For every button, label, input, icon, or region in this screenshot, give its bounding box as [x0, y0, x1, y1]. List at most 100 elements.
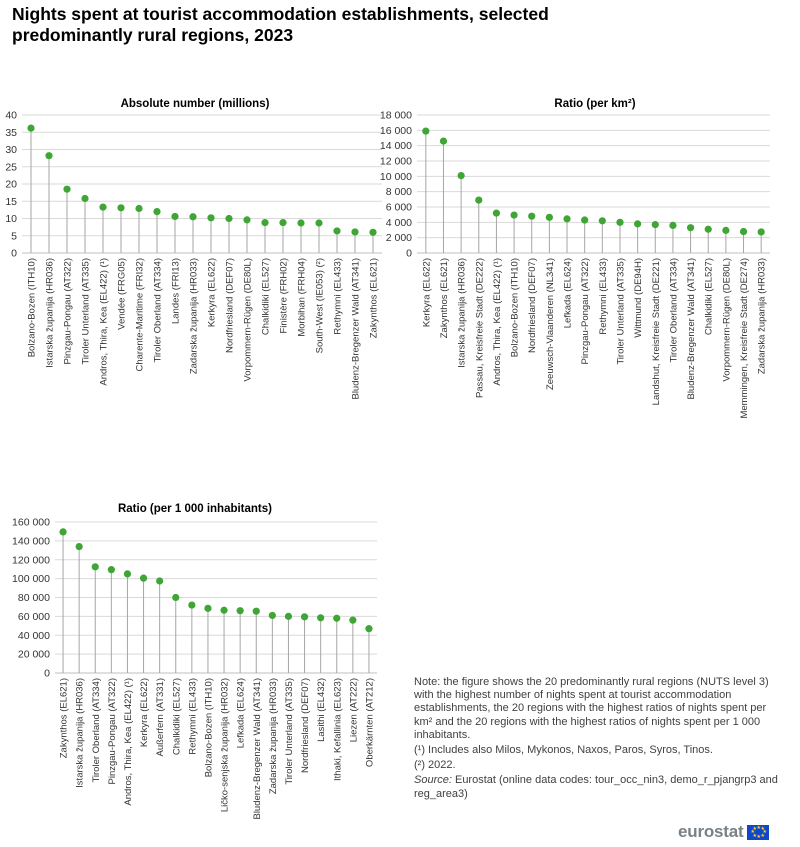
y-tick-label: 18 000 [380, 110, 412, 122]
category-label: Außerfern (AT331) [155, 678, 166, 757]
category-label: Lefkada (EL624) [563, 258, 574, 328]
category-label: Bolzano-Bozen (ITH10) [203, 678, 214, 777]
category-label: Bludenz-Bregenzer Wald (AT341) [351, 258, 362, 400]
y-tick-label: 2 000 [386, 232, 412, 244]
y-tick-label: 16 000 [380, 125, 412, 137]
category-label: Liezen (AT222) [348, 678, 359, 742]
y-tick-label: 120 000 [12, 554, 50, 566]
data-point [492, 209, 501, 217]
data-point [135, 204, 143, 213]
data-point [333, 614, 341, 622]
y-tick-label: 0 [11, 248, 17, 260]
data-point [739, 227, 748, 236]
data-point [369, 228, 377, 236]
category-label: Landes (FRI13) [171, 258, 182, 324]
data-point [581, 216, 589, 224]
eurostat-logo: eurostat ★ ★ ★ ★ ★ ★ ★ ★ [678, 822, 770, 842]
data-point [189, 213, 197, 221]
y-tick-label: 6 000 [386, 202, 412, 214]
category-label: Zeeuwsch-Vlaanderen (NL341) [545, 258, 556, 390]
category-label: Zakynthos (EL621) [439, 258, 450, 338]
category-label: Memmingen, Kreisfreie Stadt (DE274) [739, 258, 750, 419]
y-tick-label: 100 000 [12, 573, 50, 585]
data-point [315, 219, 323, 227]
y-tick-label: 0 [44, 668, 50, 680]
data-point [757, 228, 765, 236]
category-label: Wittmund (DE94H) [633, 258, 644, 338]
data-point [139, 574, 148, 582]
category-label: Nordfriesland (DEF07) [225, 258, 236, 353]
y-tick-label: 80 000 [18, 592, 50, 604]
data-point [59, 528, 67, 536]
category-label: Vorpommern-Rügen (DE80L) [721, 258, 732, 382]
data-point [81, 194, 89, 203]
y-tick-label: 40 [5, 110, 17, 122]
category-label: Istarska županija (HR036) [457, 258, 468, 368]
data-point [27, 124, 35, 132]
category-label: Finistère (FRH02) [279, 258, 290, 334]
data-point [686, 224, 695, 232]
data-point [123, 570, 132, 578]
y-tick-label: 60 000 [18, 611, 50, 623]
y-tick-label: 35 [5, 127, 17, 139]
data-point [284, 612, 293, 620]
category-label: Andros, Thira, Kea (EL422) (¹) [99, 258, 110, 386]
data-point [153, 208, 161, 216]
data-point [528, 212, 536, 220]
category-label: Tiroler Unterland (AT335) [81, 258, 92, 365]
category-label: Tiroler Oberland (AT334) [91, 678, 102, 783]
data-point [297, 219, 305, 227]
source-label: Source: [414, 774, 452, 787]
category-label: Zadarska županija (HR033) [757, 258, 768, 374]
data-point [107, 566, 115, 574]
category-label: Tiroler Oberland (AT334) [668, 258, 679, 363]
y-tick-label: 5 [11, 230, 17, 242]
data-point [563, 215, 571, 223]
category-label: Bolzano-Bozen (ITH10) [510, 258, 521, 357]
source-text: Source: Eurostat (online data codes: tou… [414, 774, 786, 800]
data-point [117, 204, 125, 212]
footnote-2: (²) 2022. [414, 759, 456, 772]
data-point [252, 607, 260, 615]
y-tick-label: 10 [5, 213, 17, 225]
chart-ratio-per-km2: Ratio (per km²) 0 2 000 4 000 6 000 8 000 10 0… [380, 98, 770, 419]
category-label: Rethymni (EL433) [598, 258, 609, 335]
data-point [236, 607, 244, 615]
category-label: Chalkidiki (EL527) [704, 258, 715, 335]
data-point [75, 542, 83, 551]
category-label: Istarska županija (HR036) [45, 258, 56, 368]
category-label: Kerkyra (EL622) [421, 258, 432, 327]
y-tick-label: 15 [5, 196, 17, 208]
category-label: Ličko-senjska županija (HR032) [220, 678, 231, 812]
data-point [634, 220, 642, 228]
category-label: Landshut, Kreisfreie Stadt (DE221) [651, 258, 662, 405]
data-point [204, 604, 212, 612]
category-label: Kerkyra (EL622) [207, 258, 218, 327]
category-label: Chalkidiki (EL527) [171, 678, 182, 755]
y-tick-label: 4 000 [386, 217, 412, 229]
data-point [188, 601, 196, 609]
category-label: Andros, Thira, Kea (EL422) (¹) [123, 678, 134, 806]
data-point [91, 563, 99, 571]
chart-title: Ratio (per km²) [554, 98, 635, 110]
note-text: Note: the figure shows the 20 predominan… [414, 676, 769, 741]
data-point [220, 606, 228, 614]
data-point [156, 577, 164, 585]
footnote-1: (¹) Includes also Milos, Mykonos, Naxos,… [414, 744, 713, 757]
category-label: Zakynthos (EL621) [369, 258, 380, 338]
source-codes: Eurostat (online data codes: tour_occ_ni… [414, 774, 778, 800]
category-label: Vendée (FRG05) [117, 258, 128, 330]
y-tick-label: 40 000 [18, 630, 50, 642]
data-point [457, 171, 465, 180]
notes-block: Note: the figure shows the 20 predominan… [414, 676, 786, 803]
data-point [279, 219, 287, 227]
category-label: Lefkada (EL624) [236, 678, 247, 748]
data-point [333, 227, 341, 235]
y-tick-label: 20 000 [18, 649, 50, 661]
data-point [317, 614, 325, 622]
data-point [225, 214, 233, 223]
category-label: Kerkyra (EL622) [139, 678, 150, 747]
y-tick-label: 8 000 [386, 186, 412, 198]
category-label: Pinzgau-Pongau (AT322) [580, 258, 591, 365]
y-tick-label: 10 000 [380, 171, 412, 183]
